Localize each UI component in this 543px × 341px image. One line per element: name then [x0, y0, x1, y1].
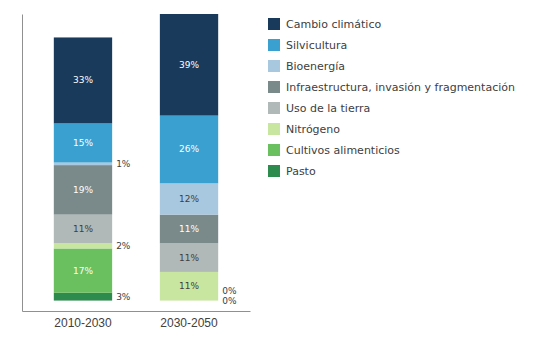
bar-segment: [54, 163, 112, 166]
bars: [54, 14, 218, 301]
chart: 2010-2030 2030-2050 3% 0% 17% 0% 2% 11% 11% 11% 19…: [0, 0, 543, 341]
legend-swatch: [268, 102, 280, 114]
bar-segment: [54, 243, 112, 248]
bar-segment: [160, 243, 218, 272]
legend-swatch: [268, 18, 280, 30]
legend-swatch: [268, 60, 280, 72]
bar-segment: [160, 14, 218, 116]
data-label: 15%: [73, 138, 93, 148]
legend-swatch: [268, 123, 280, 135]
data-label: 19%: [73, 185, 93, 195]
data-label: 11%: [179, 253, 199, 263]
x-axis: 2010-2030 2030-2050: [23, 311, 251, 330]
legend-item: Silvicultura: [268, 39, 347, 52]
bar-segment: [54, 215, 112, 244]
legend-item: Uso de la tierra: [268, 102, 370, 115]
x-axis-line: [23, 311, 251, 312]
x-tick-label: 2030-2050: [160, 316, 218, 330]
data-label: 2%: [116, 241, 131, 251]
data-label: 3%: [116, 292, 131, 302]
bar-segment: [54, 293, 112, 301]
x-tick: 2030-2050: [160, 311, 218, 330]
data-label: 33%: [73, 75, 93, 85]
legend: Cambio climático Silvicultura Bioenergía In…: [268, 18, 515, 178]
legend-label: Cambio climático: [286, 18, 381, 31]
data-label: 1%: [116, 159, 131, 169]
legend-label: Nitrógeno: [286, 123, 340, 136]
legend-item: Cultivos alimenticios: [268, 144, 400, 157]
legend-item: Pasto: [268, 165, 316, 178]
bar-segment: [54, 165, 112, 215]
x-tick-label: 2010-2030: [54, 316, 112, 330]
legend-item: Infraestructura, invasión y fragmentació…: [268, 81, 515, 94]
x-tick: 2010-2030: [54, 311, 112, 330]
data-label: 17%: [73, 266, 93, 276]
data-label: 11%: [73, 224, 93, 234]
data-label: 12%: [179, 194, 199, 204]
legend-item: Bioenergía: [268, 60, 345, 73]
bar-segment: [54, 37, 112, 123]
y-axis-line: [22, 15, 23, 312]
legend-label: Silvicultura: [286, 39, 347, 52]
legend-label: Pasto: [286, 165, 316, 178]
bar-segment: [160, 215, 218, 244]
legend-swatch: [268, 39, 280, 51]
y-axis: [22, 15, 23, 312]
data-label: 39%: [179, 60, 199, 70]
bar-segment: [160, 116, 218, 184]
bar-segment: [160, 183, 218, 214]
data-labels: 3% 0% 17% 0% 2% 11% 11% 11% 19% 11% 1% 12% 15% 26% 33%…: [73, 60, 237, 306]
data-label: 11%: [179, 281, 199, 291]
legend-label: Cultivos alimenticios: [286, 144, 400, 157]
data-label: 0%: [222, 296, 237, 306]
legend-item: Nitrógeno: [268, 123, 340, 136]
data-label: 26%: [179, 144, 199, 154]
legend-swatch: [268, 165, 280, 177]
data-label: 11%: [179, 224, 199, 234]
legend-item: Cambio climático: [268, 18, 381, 31]
legend-swatch: [268, 81, 280, 93]
data-label: 0%: [222, 286, 237, 296]
bar-segment: [54, 248, 112, 292]
legend-label: Bioenergía: [286, 60, 345, 73]
bar-segment: [54, 123, 112, 162]
bar-segment: [160, 272, 218, 301]
legend-label: Uso de la tierra: [286, 102, 370, 115]
legend-label: Infraestructura, invasión y fragmentació…: [286, 81, 515, 94]
legend-swatch: [268, 144, 280, 156]
